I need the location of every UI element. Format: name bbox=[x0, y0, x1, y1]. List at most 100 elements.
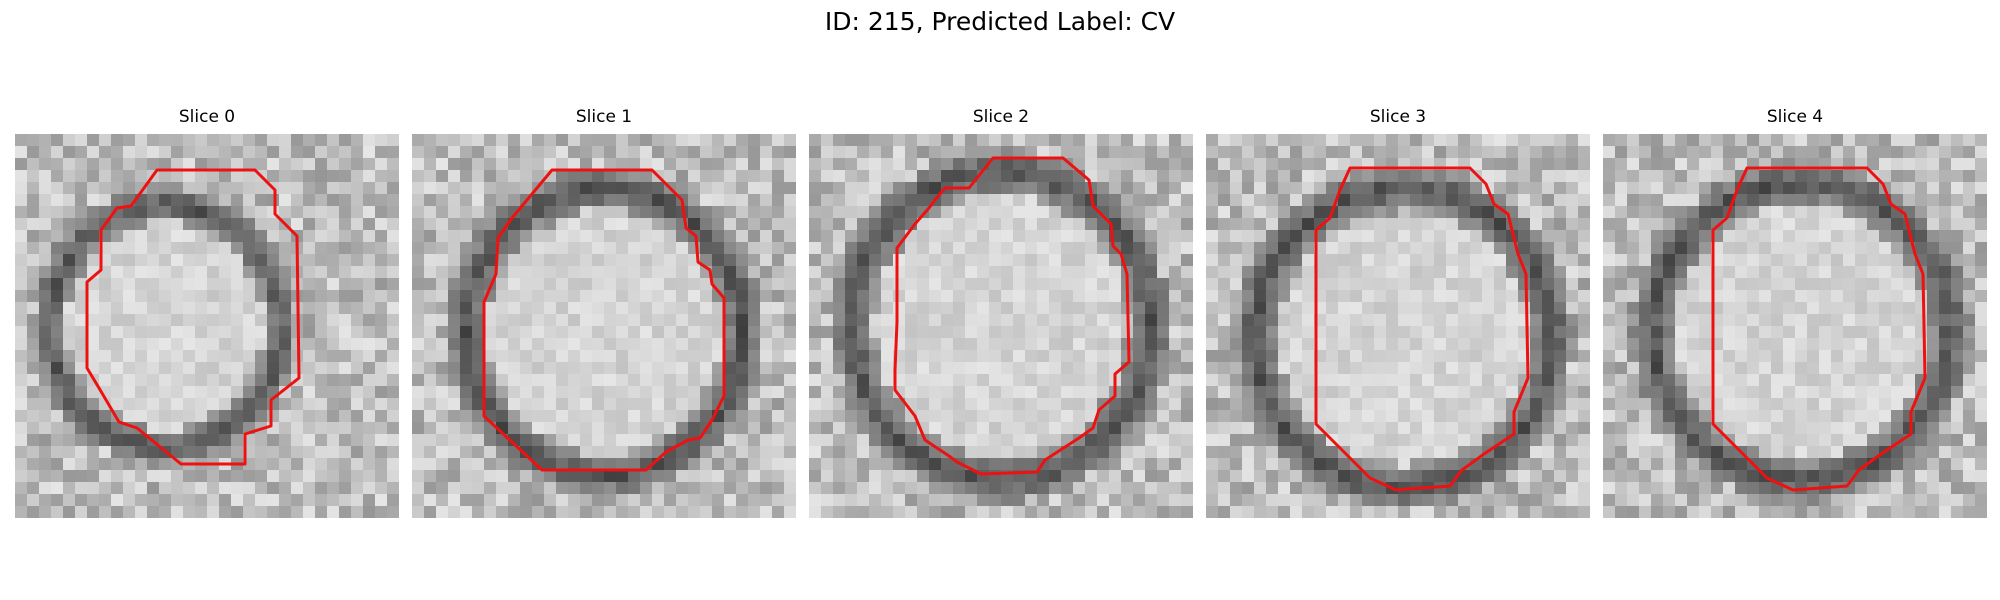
image-pixel bbox=[1446, 134, 1458, 146]
image-pixel bbox=[809, 170, 821, 182]
image-pixel bbox=[448, 506, 460, 518]
image-pixel bbox=[1374, 170, 1386, 182]
image-pixel bbox=[712, 422, 724, 434]
image-pixel bbox=[604, 422, 616, 434]
image-pixel bbox=[75, 302, 87, 314]
image-pixel bbox=[784, 458, 796, 470]
image-pixel bbox=[1133, 470, 1145, 482]
image-pixel bbox=[27, 326, 39, 338]
image-pixel bbox=[652, 230, 664, 242]
image-pixel bbox=[279, 446, 291, 458]
image-pixel bbox=[1169, 158, 1181, 170]
image-pixel bbox=[351, 134, 363, 146]
image-pixel bbox=[809, 158, 821, 170]
image-pixel bbox=[700, 134, 712, 146]
image-pixel bbox=[1001, 506, 1013, 518]
image-pixel bbox=[1975, 326, 1987, 338]
image-pixel bbox=[881, 458, 893, 470]
image-pixel bbox=[1434, 434, 1446, 446]
image-pixel bbox=[700, 434, 712, 446]
image-pixel bbox=[183, 170, 195, 182]
image-pixel bbox=[1627, 290, 1639, 302]
image-pixel bbox=[520, 350, 532, 362]
image-pixel bbox=[1362, 338, 1374, 350]
image-pixel bbox=[1061, 158, 1073, 170]
image-pixel bbox=[1266, 194, 1278, 206]
image-pixel bbox=[1554, 158, 1566, 170]
image-pixel bbox=[652, 386, 664, 398]
image-pixel bbox=[75, 278, 87, 290]
image-pixel bbox=[1386, 314, 1398, 326]
image-pixel bbox=[339, 434, 351, 446]
image-pixel bbox=[1398, 410, 1410, 422]
image-pixel bbox=[147, 242, 159, 254]
image-pixel bbox=[1206, 410, 1218, 422]
image-pixel bbox=[1723, 290, 1735, 302]
image-pixel bbox=[905, 482, 917, 494]
image-pixel bbox=[1783, 218, 1795, 230]
image-pixel bbox=[219, 362, 231, 374]
image-pixel bbox=[1879, 242, 1891, 254]
image-pixel bbox=[760, 170, 772, 182]
image-pixel bbox=[243, 266, 255, 278]
image-pixel bbox=[111, 194, 123, 206]
image-pixel bbox=[1097, 434, 1109, 446]
image-pixel bbox=[267, 410, 279, 422]
image-pixel bbox=[1350, 278, 1362, 290]
image-pixel bbox=[1254, 326, 1266, 338]
image-pixel bbox=[75, 218, 87, 230]
image-pixel bbox=[1578, 410, 1590, 422]
image-pixel bbox=[267, 482, 279, 494]
image-pixel bbox=[39, 146, 51, 158]
image-pixel bbox=[1603, 194, 1615, 206]
image-pixel bbox=[448, 242, 460, 254]
image-pixel bbox=[1013, 302, 1025, 314]
image-pixel bbox=[1615, 230, 1627, 242]
image-pixel bbox=[917, 290, 929, 302]
image-pixel bbox=[135, 266, 147, 278]
image-pixel bbox=[953, 230, 965, 242]
image-pixel bbox=[568, 422, 580, 434]
image-pixel bbox=[640, 374, 652, 386]
image-pixel bbox=[1663, 278, 1675, 290]
image-pixel bbox=[1651, 398, 1663, 410]
image-pixel bbox=[1723, 146, 1735, 158]
image-pixel bbox=[1013, 134, 1025, 146]
image-pixel bbox=[243, 482, 255, 494]
image-pixel bbox=[1422, 134, 1434, 146]
image-pixel bbox=[508, 230, 520, 242]
image-pixel bbox=[1831, 146, 1843, 158]
image-pixel bbox=[640, 326, 652, 338]
image-pixel bbox=[147, 338, 159, 350]
image-pixel bbox=[1013, 398, 1025, 410]
image-pixel bbox=[1230, 434, 1242, 446]
image-pixel bbox=[508, 470, 520, 482]
image-pixel bbox=[640, 170, 652, 182]
image-pixel bbox=[51, 326, 63, 338]
image-pixel bbox=[1302, 350, 1314, 362]
image-pixel bbox=[1326, 362, 1338, 374]
image-pixel bbox=[1482, 458, 1494, 470]
image-pixel bbox=[1242, 362, 1254, 374]
image-pixel bbox=[532, 470, 544, 482]
image-pixel bbox=[1338, 278, 1350, 290]
image-pixel bbox=[604, 194, 616, 206]
image-pixel bbox=[845, 386, 857, 398]
image-pixel bbox=[772, 254, 784, 266]
image-pixel bbox=[1747, 230, 1759, 242]
image-pixel bbox=[664, 338, 676, 350]
image-pixel bbox=[712, 458, 724, 470]
image-pixel bbox=[520, 494, 532, 506]
image-pixel bbox=[905, 494, 917, 506]
image-pixel bbox=[556, 374, 568, 386]
image-pixel bbox=[1169, 434, 1181, 446]
image-pixel bbox=[1831, 278, 1843, 290]
image-pixel bbox=[387, 482, 399, 494]
image-pixel bbox=[111, 338, 123, 350]
image-pixel bbox=[1831, 170, 1843, 182]
image-pixel bbox=[303, 410, 315, 422]
image-pixel bbox=[845, 278, 857, 290]
image-pixel bbox=[183, 482, 195, 494]
image-pixel bbox=[315, 422, 327, 434]
image-pixel bbox=[893, 218, 905, 230]
